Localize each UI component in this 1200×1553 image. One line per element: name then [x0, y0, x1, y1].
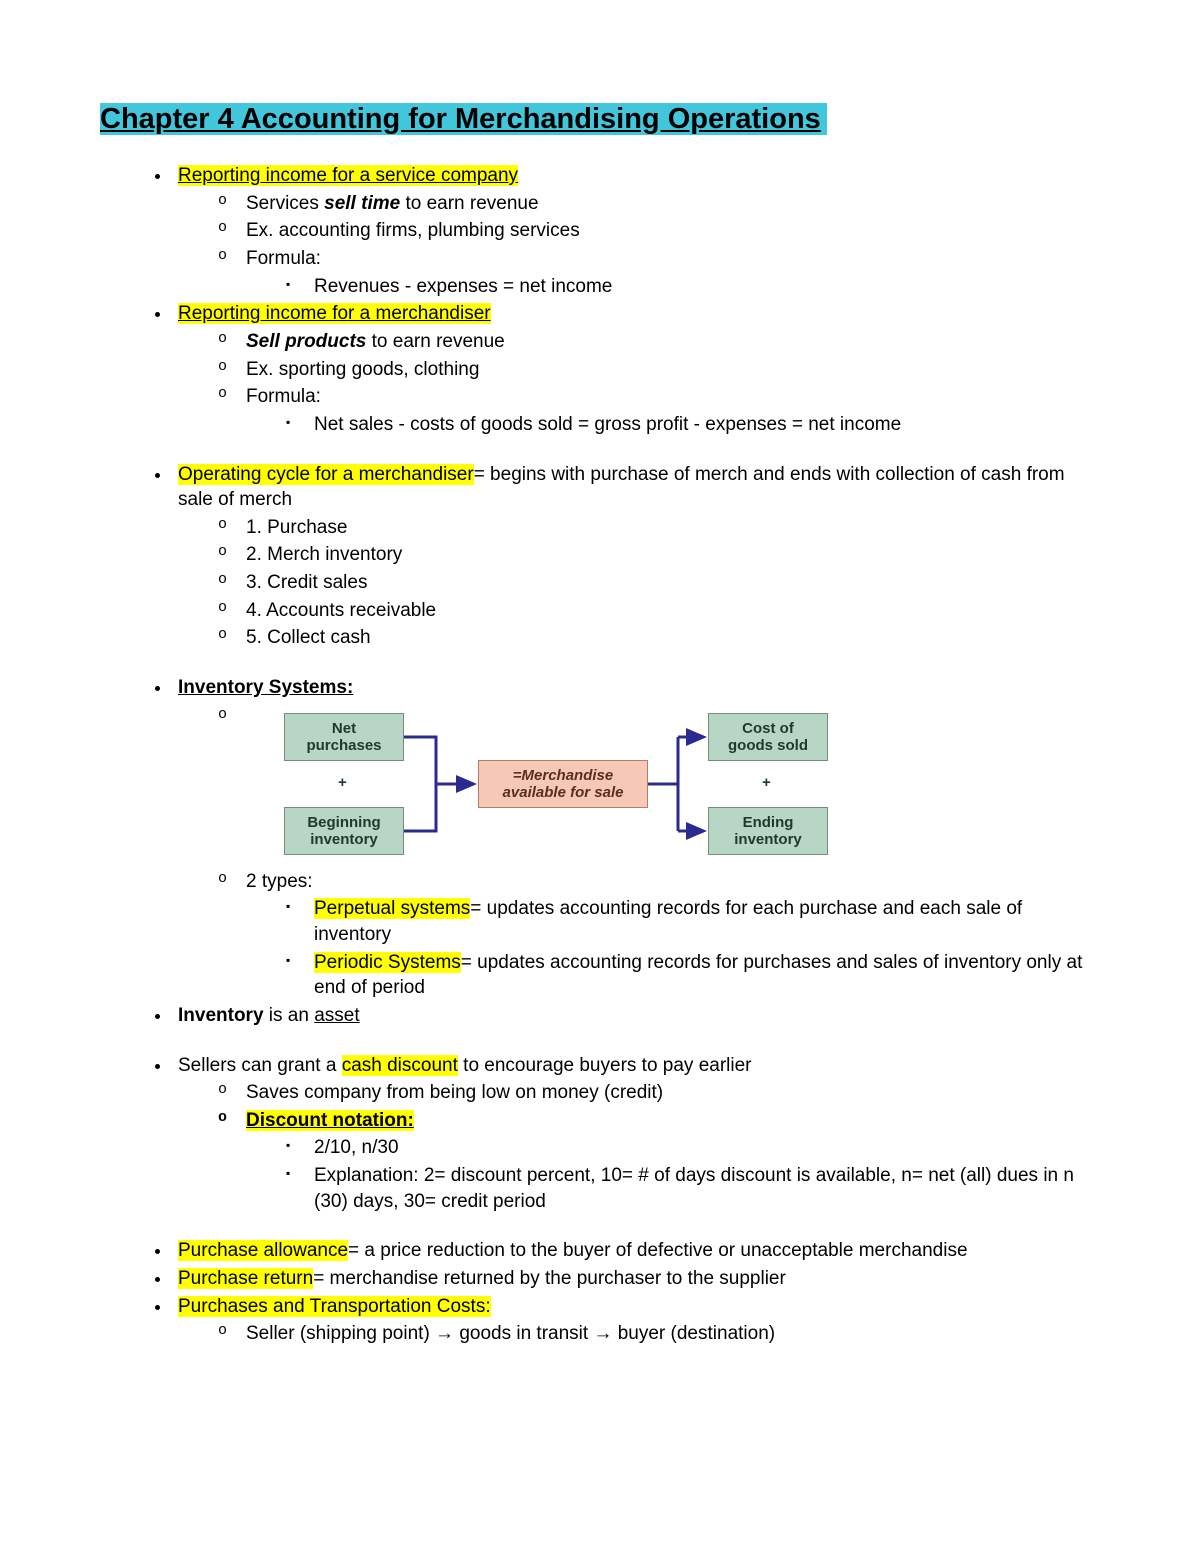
sub-item: Formula: Revenues - expenses = net incom… — [218, 246, 1100, 299]
text: to earn revenue — [366, 331, 504, 352]
text: Sellers can grant a — [178, 1055, 342, 1076]
spacer — [172, 1216, 1100, 1236]
text: Formula: — [246, 386, 321, 407]
text: is an — [264, 1005, 315, 1026]
item-merchandiser-income: Reporting income for a merchandiser Sell… — [172, 301, 1100, 437]
item-purchase-return: Purchase return= merchandise returned by… — [172, 1266, 1100, 1292]
text: 2 types: — [246, 871, 313, 892]
sub-item: 2. Merch inventory — [218, 542, 1100, 568]
sub-sub-item: Explanation: 2= discount percent, 10= # … — [286, 1163, 1100, 1214]
text: Inventory — [178, 1005, 264, 1026]
sub-item: 2 types: Perpetual systems= updates acco… — [218, 869, 1100, 1001]
sub-item: Sell products to earn revenue — [218, 329, 1100, 355]
sub-item: Ex. accounting firms, plumbing services — [218, 218, 1100, 244]
hl-transport-costs: Purchases and Transportation Costs: — [178, 1296, 491, 1317]
item-purchase-allowance: Purchase allowance= a price reduction to… — [172, 1238, 1100, 1264]
sub-sub-item: Periodic Systems= updates accounting rec… — [286, 950, 1100, 1001]
text: to encourage buyers to pay earlier — [458, 1055, 752, 1076]
title-wrap: Chapter 4 Accounting for Merchandising O… — [100, 100, 1100, 139]
heading-inventory-systems: Inventory Systems: — [178, 677, 353, 698]
hl-purchase-allowance: Purchase allowance — [178, 1240, 348, 1261]
heading-merchandiser-income: Reporting income for a merchandiser — [178, 303, 491, 324]
sub-item: 5. Collect cash — [218, 625, 1100, 651]
hl-cash-discount: cash discount — [342, 1055, 458, 1076]
item-operating-cycle: Operating cycle for a merchandiser= begi… — [172, 462, 1100, 651]
emphasis: Sell products — [246, 331, 366, 352]
spacer — [172, 1031, 1100, 1051]
hl-purchase-return: Purchase return — [178, 1268, 313, 1289]
hl-periodic: Periodic Systems — [314, 952, 461, 973]
emphasis: sell time — [324, 193, 400, 214]
item-cash-discount: Sellers can grant a cash discount to enc… — [172, 1053, 1100, 1215]
sub-item: Formula: Net sales - costs of goods sold… — [218, 384, 1100, 437]
sub-item: Services sell time to earn revenue — [218, 191, 1100, 217]
hl-discount-notation: Discount notation: — [246, 1110, 414, 1131]
text: to earn revenue — [400, 193, 538, 214]
sub-sub-item: Perpetual systems= updates accounting re… — [286, 896, 1100, 947]
hl-perpetual: Perpetual systems — [314, 898, 470, 919]
sub-item: 1. Purchase — [218, 515, 1100, 541]
sub-item: 3. Credit sales — [218, 570, 1100, 596]
heading-operating-cycle: Operating cycle for a merchandiser — [178, 464, 474, 485]
document-page: Chapter 4 Accounting for Merchandising O… — [0, 0, 1200, 1553]
item-inventory-asset: Inventory is an asset — [172, 1003, 1100, 1029]
text: = a price reduction to the buyer of defe… — [348, 1240, 967, 1261]
diagram-holder: Netpurchases + Beginninginventory =Merch… — [218, 705, 1100, 865]
sub-sub-item: 2/10, n/30 — [286, 1135, 1100, 1161]
item-service-company: Reporting income for a service company S… — [172, 163, 1100, 299]
item-inventory-systems: Inventory Systems: Netpurchases + Beginn… — [172, 675, 1100, 1001]
text: Services — [246, 193, 324, 214]
main-list: Reporting income for a service company S… — [100, 163, 1100, 1347]
sub-item: Saves company from being low on money (c… — [218, 1080, 1100, 1106]
text: Formula: — [246, 248, 321, 269]
inventory-diagram: Netpurchases + Beginninginventory =Merch… — [246, 705, 866, 865]
item-transport-costs: Purchases and Transportation Costs: Sell… — [172, 1294, 1100, 1347]
heading-service-company: Reporting income for a service company — [178, 165, 518, 186]
sub-item: 4. Accounts receivable — [218, 598, 1100, 624]
diagram-arrows — [246, 705, 866, 865]
page-title: Chapter 4 Accounting for Merchandising O… — [100, 103, 827, 135]
spacer — [172, 440, 1100, 460]
formula: Revenues - expenses = net income — [286, 274, 1100, 300]
formula: Net sales - costs of goods sold = gross … — [286, 412, 1100, 438]
text: = merchandise returned by the purchaser … — [313, 1268, 786, 1289]
sub-item: Seller (shipping point) → goods in trans… — [218, 1321, 1100, 1347]
sub-item: Discount notation: 2/10, n/30 Explanatio… — [218, 1108, 1100, 1215]
text: asset — [314, 1005, 359, 1026]
spacer — [172, 653, 1100, 673]
sub-item: Ex. sporting goods, clothing — [218, 357, 1100, 383]
